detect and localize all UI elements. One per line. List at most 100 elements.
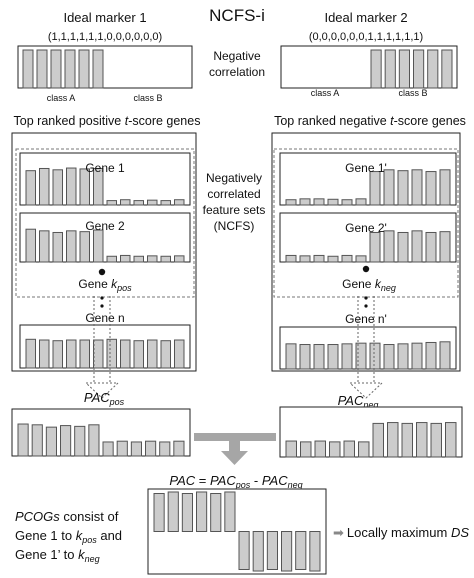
pos-dotted-connectors xyxy=(84,296,120,399)
gene-n-bar-5 xyxy=(79,339,90,369)
gene-n-bar-8 xyxy=(120,339,131,369)
ideal-marker-1-bar-3 xyxy=(50,49,62,89)
pac-pos-bar-11 xyxy=(159,441,171,457)
gene-n-prime-bar-2 xyxy=(299,344,311,370)
gene-n-bar-1 xyxy=(25,338,36,369)
ideal-marker-2-bar-9 xyxy=(398,49,410,89)
gene-1-bar-6 xyxy=(93,167,104,206)
pac-formula: PAC = PACpos - PACneg xyxy=(169,473,302,490)
gene-n-bar-11 xyxy=(160,340,171,369)
pac-neg-bar-2 xyxy=(300,441,312,458)
gene-n-prime-chart xyxy=(279,326,457,370)
gene-1-label: Gene 1 xyxy=(85,161,125,175)
gene-1-bar-3 xyxy=(52,169,63,206)
negative-correlation-line-1: Negative xyxy=(213,49,261,63)
positive-panel-title: Top ranked positive t-score genes xyxy=(14,114,201,128)
gene-2-bar-6 xyxy=(93,229,104,263)
gene-1-prime-bar-10 xyxy=(411,169,423,206)
gene-1-prime-chart xyxy=(279,152,457,206)
ncfs-label-line-3: feature sets xyxy=(203,203,266,217)
neg-dot-1 xyxy=(362,265,370,273)
pcog-line-1: PCOGs consist of xyxy=(15,509,119,524)
pac-neg-bar-7 xyxy=(372,422,384,458)
negative-panel-title: Top ranked negative t-score genes xyxy=(274,114,466,128)
pcog-line-3: Gene 1’ to kneg xyxy=(15,547,100,564)
gene-n-chart xyxy=(19,324,191,369)
gene-n-bar-10 xyxy=(147,339,158,369)
neg-dot-2 xyxy=(364,296,368,300)
pac-pos-bar-8 xyxy=(116,440,128,457)
ideal-marker-2-bar-8 xyxy=(384,49,396,89)
ideal-marker-2-bar-12 xyxy=(441,49,453,89)
gene-1-prime-label: Gene 1' xyxy=(345,161,387,175)
gene-2-bar-7 xyxy=(106,255,117,263)
gene-2-prime-bar-4 xyxy=(327,255,339,263)
pac-pos-label: PACpos xyxy=(84,390,125,407)
gene-2-label: Gene 2 xyxy=(85,219,125,233)
gene-n-prime-bar-5 xyxy=(341,343,353,370)
gene-k-pos-label: Gene kpos xyxy=(78,277,132,293)
gene-n-prime-bar-1 xyxy=(285,343,297,370)
negative-ncfs-dashed-box xyxy=(273,148,459,298)
gene-n-prime-bar-7 xyxy=(369,342,381,370)
pac-pos-bar-7 xyxy=(102,441,114,457)
gene-1-bar-7 xyxy=(106,200,117,206)
gene-n-prime-bar-9 xyxy=(397,343,409,370)
ideal-marker-2-vector: (0,0,0,0,0,0,1,1,1,1,1,1) xyxy=(309,31,423,43)
gene-1-bar-4 xyxy=(66,167,77,206)
gene-1-prime-bar-9 xyxy=(397,170,409,206)
gene-2-prime-bar-1 xyxy=(285,254,297,263)
gene-n-prime-bar-10 xyxy=(411,342,423,370)
pac-neg-bar-4 xyxy=(329,441,341,458)
diagram-title: NCFS-i xyxy=(209,6,265,25)
gene-2-bar-8 xyxy=(120,254,131,263)
gene-2-bar-10 xyxy=(147,255,158,263)
pac-neg-bar-6 xyxy=(358,441,370,458)
gene-2-prime-bar-3 xyxy=(313,254,325,263)
pac-neg-bar-3 xyxy=(314,440,326,458)
gene-2-prime-bar-6 xyxy=(355,255,367,263)
gene-1-chart xyxy=(19,152,191,206)
gene-1-prime-bar-12 xyxy=(439,169,451,206)
pac-neg-bar-5 xyxy=(343,440,355,458)
pac-pos-bar-10 xyxy=(145,440,157,457)
gene-1-prime-bar-5 xyxy=(341,199,353,206)
gene-n-prime-bar-4 xyxy=(327,344,339,370)
gene-n-bar-6 xyxy=(93,339,104,369)
gene-2-bar-1 xyxy=(25,228,36,263)
ideal-marker-1-chart xyxy=(17,45,193,89)
gene-k-neg-label: Gene kneg xyxy=(342,277,396,293)
gene-1-bar-2 xyxy=(39,167,50,206)
ncfs-label-line-2: correlated xyxy=(207,187,260,201)
pac-difference-chart xyxy=(147,488,327,575)
ideal-marker-1-bar-1 xyxy=(22,49,34,89)
merge-arrow xyxy=(194,433,276,465)
marker-1-class-b-label: class B xyxy=(133,93,162,103)
neg-dotted-connectors xyxy=(348,296,384,399)
ideal-marker-1-bar-2 xyxy=(36,49,48,89)
gene-2-prime-bar-12 xyxy=(439,231,451,263)
negative-genes-frame xyxy=(271,132,461,372)
gene-n-prime-bar-8 xyxy=(383,344,395,370)
gene-2-bar-4 xyxy=(66,230,77,263)
pac-neg-chart xyxy=(279,406,463,458)
gene-1-prime-bar-11 xyxy=(425,171,437,206)
marker-2-class-a-label: class A xyxy=(311,88,340,98)
gene-2-bar-12 xyxy=(174,255,185,263)
gene-1-bar-8 xyxy=(120,199,131,206)
gene-2-bar-3 xyxy=(52,231,63,263)
ideal-marker-1-vector: (1,1,1,1,1,1,0,0,0,0,0,0) xyxy=(48,31,162,43)
pac-neg-bar-10 xyxy=(416,422,428,458)
marker-1-class-a-label: class A xyxy=(47,93,76,103)
pac-diff-bar-9 xyxy=(266,531,278,570)
gene-1-prime-bar-3 xyxy=(313,198,325,206)
gene-n-bar-4 xyxy=(66,339,77,369)
gene-n-prime-bar-6 xyxy=(355,342,367,370)
pac-pos-bar-4 xyxy=(60,425,72,457)
pac-diff-bar-7 xyxy=(238,531,250,570)
pos-dot-2 xyxy=(100,296,104,300)
gene-1-prime-bar-2 xyxy=(299,198,311,206)
positive-ncfs-dashed-box xyxy=(15,148,195,298)
gene-n-prime-bar-11 xyxy=(425,341,437,370)
gene-n-bar-7 xyxy=(106,338,117,369)
